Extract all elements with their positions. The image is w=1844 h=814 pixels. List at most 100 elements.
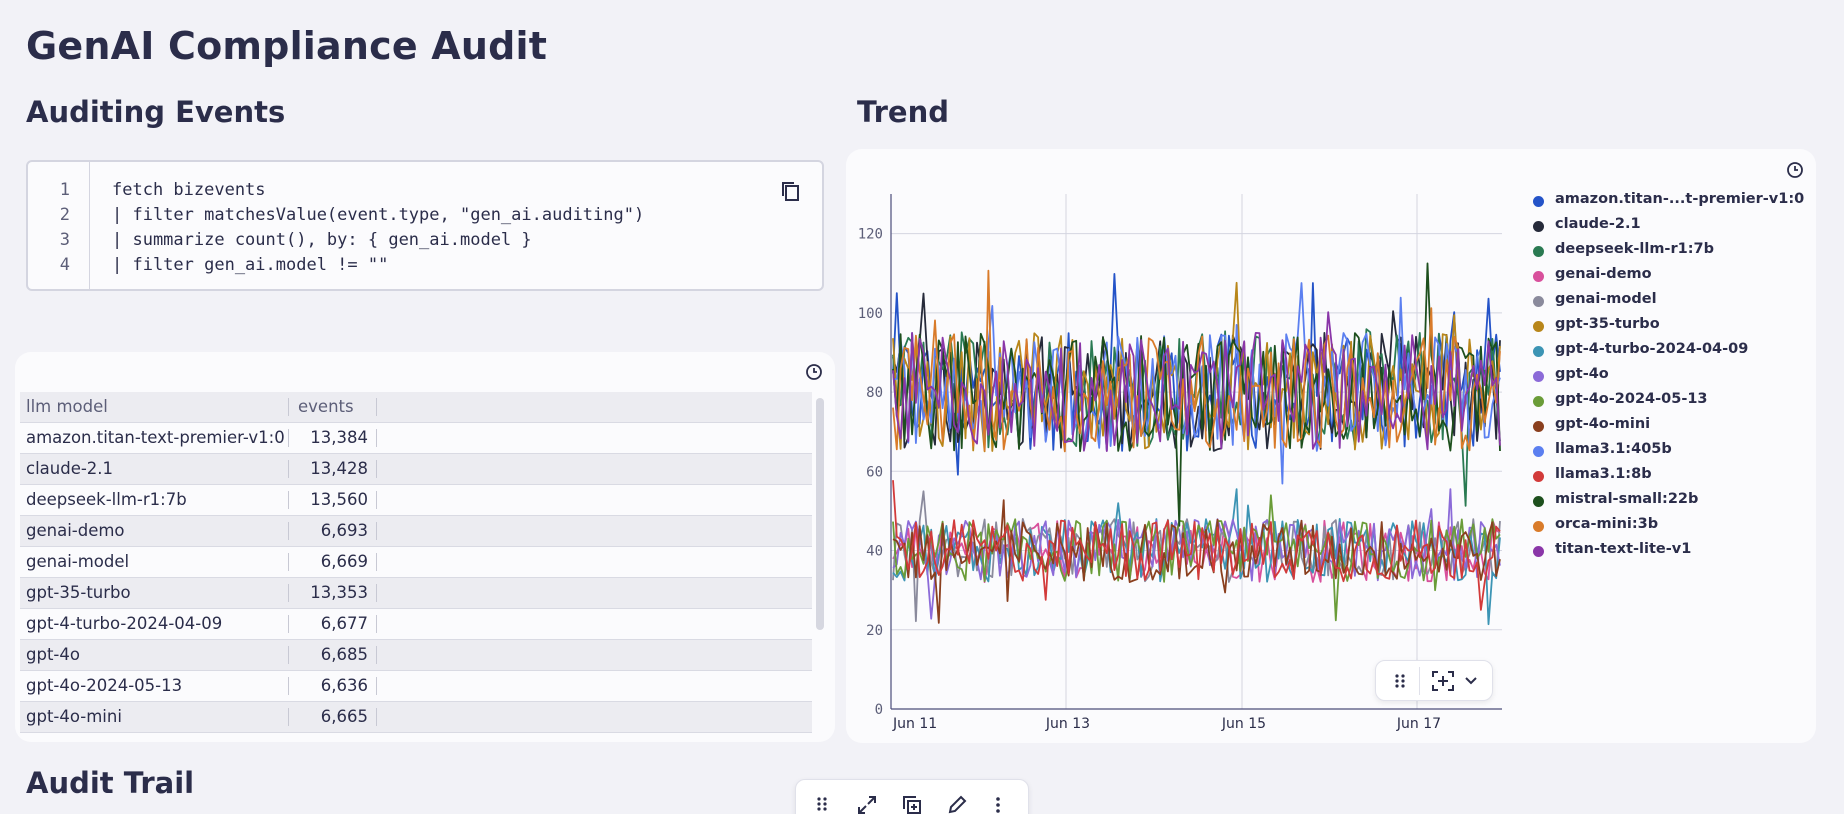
- cell-events: 6,677: [288, 614, 368, 633]
- chevron-down-icon[interactable]: [1464, 675, 1478, 687]
- line-number: 3: [28, 230, 70, 250]
- cell-events: 13,560: [288, 490, 368, 509]
- column-divider: [376, 460, 377, 478]
- legend-label: gpt-4o-2024-05-13: [1555, 391, 1708, 407]
- column-header-events[interactable]: events: [298, 397, 378, 416]
- drag-handle-icon[interactable]: [1391, 672, 1409, 690]
- column-divider: [376, 553, 377, 571]
- toolbar-divider: [1419, 667, 1420, 695]
- legend-swatch: [1533, 396, 1544, 407]
- y-tick-label: 120: [858, 227, 883, 243]
- column-divider[interactable]: [376, 398, 377, 416]
- code-line: fetch bizevents: [112, 180, 266, 200]
- cell-model: gpt-4o: [26, 645, 288, 664]
- column-divider: [376, 584, 377, 602]
- y-tick-label: 40: [866, 544, 883, 560]
- x-tick-label: Jun 17: [1396, 716, 1441, 732]
- cell-model: gpt-4o-2024-05-13: [26, 676, 288, 695]
- legend-swatch: [1533, 371, 1544, 382]
- cell-model: genai-model: [26, 552, 288, 571]
- cell-events: 6,636: [288, 676, 368, 695]
- cell-model: deepseek-llm-r1:7b: [26, 490, 288, 509]
- table-row[interactable]: claude-2.1 13,428: [20, 454, 812, 485]
- legend-swatch: [1533, 521, 1544, 532]
- section-title-audit: Audit Trail: [26, 766, 194, 800]
- cell-events: 13,428: [288, 459, 368, 478]
- legend-swatch: [1533, 246, 1544, 257]
- legend-swatch: [1533, 496, 1544, 507]
- y-tick-label: 60: [866, 464, 883, 480]
- legend-swatch: [1533, 346, 1544, 357]
- cell-events: 6,685: [288, 645, 368, 664]
- legend-swatch: [1533, 221, 1544, 232]
- table-row[interactable]: genai-demo 6,693: [20, 516, 812, 547]
- legend-swatch: [1533, 271, 1544, 282]
- table-row[interactable]: genai-model 6,669: [20, 547, 812, 578]
- x-tick-label: Jun 15: [1221, 716, 1266, 732]
- legend-label: llama3.1:8b: [1555, 466, 1652, 482]
- table-row[interactable]: gpt-35-turbo 13,353: [20, 578, 812, 609]
- section-title-trend: Trend: [857, 95, 949, 129]
- legend-swatch: [1533, 296, 1544, 307]
- table-scrollbar[interactable]: [816, 398, 824, 630]
- cell-events: 13,353: [288, 583, 368, 602]
- x-tick-label: Jun 13: [1045, 716, 1090, 732]
- tile-toolbar: [795, 779, 1029, 814]
- legend-label: llama3.1:405b: [1555, 441, 1672, 457]
- y-tick-label: 100: [858, 306, 883, 322]
- trend-line-chart: 0 20 40 60 80 100 120 Jun 11 Jun 13 Jun 15 Jun 17: [846, 149, 1516, 743]
- legend-swatch: [1533, 546, 1544, 557]
- column-divider[interactable]: [288, 398, 289, 416]
- legend-swatch: [1533, 321, 1544, 332]
- code-line: | filter matchesValue(event.type, "gen_a…: [112, 205, 644, 225]
- legend-label: orca-mini:3b: [1555, 516, 1658, 532]
- line-number: 1: [28, 180, 70, 200]
- zoom-select-icon[interactable]: [1431, 670, 1455, 692]
- expand-icon[interactable]: [857, 795, 877, 814]
- chart-toolbar: [1375, 660, 1493, 701]
- page-title: GenAI Compliance Audit: [26, 24, 547, 68]
- duplicate-icon[interactable]: [902, 795, 922, 814]
- cell-events: 13,384: [288, 428, 368, 447]
- legend-label: gpt-4-turbo-2024-04-09: [1555, 341, 1748, 357]
- legend-label: gpt-4o-mini: [1555, 416, 1650, 432]
- table-row[interactable]: deepseek-llm-r1:7b 13,560: [20, 485, 812, 516]
- table-row[interactable]: gpt-4-turbo-2024-04-09 6,677: [20, 609, 812, 640]
- column-divider: [376, 615, 377, 633]
- edit-pencil-icon[interactable]: [947, 795, 967, 814]
- table-row[interactable]: gpt-4o-mini 6,665: [20, 702, 812, 733]
- legend-label: amazon.titan-...t-premier-v1:0: [1555, 191, 1804, 207]
- x-tick-label: Jun 11: [892, 716, 937, 732]
- column-divider: [376, 491, 377, 509]
- column-divider: [376, 646, 377, 664]
- cell-events: 6,693: [288, 521, 368, 540]
- legend-swatch: [1533, 446, 1544, 457]
- cell-events: 6,669: [288, 552, 368, 571]
- column-divider: [376, 429, 377, 447]
- legend-label: genai-model: [1555, 291, 1657, 307]
- table-row[interactable]: amazon.titan-text-premier-v1:0 13,384: [20, 423, 812, 454]
- section-title-events: Auditing Events: [26, 95, 285, 129]
- legend-label: gpt-4o: [1555, 366, 1609, 382]
- table-row[interactable]: gpt-4o-2024-05-13 6,636: [20, 671, 812, 702]
- column-header-model[interactable]: llm model: [26, 397, 288, 416]
- legend-swatch: [1533, 196, 1544, 207]
- line-number-gutter: 1 2 3 4: [28, 162, 90, 289]
- timeframe-clock-icon[interactable]: [1786, 161, 1804, 179]
- more-options-icon[interactable]: [992, 795, 1004, 814]
- legend-label: genai-demo: [1555, 266, 1652, 282]
- timeframe-clock-icon[interactable]: [805, 363, 823, 381]
- line-number: 4: [28, 255, 70, 275]
- legend-label: deepseek-llm-r1:7b: [1555, 241, 1714, 257]
- copy-icon[interactable]: [780, 180, 802, 202]
- cell-model: gpt-4-turbo-2024-04-09: [26, 614, 288, 633]
- code-line: | filter gen_ai.model != "": [112, 255, 388, 275]
- cell-model: gpt-35-turbo: [26, 583, 288, 602]
- cell-model: claude-2.1: [26, 459, 288, 478]
- drag-handle-icon[interactable]: [813, 795, 831, 813]
- table-row[interactable]: gpt-4o 6,685: [20, 640, 812, 671]
- y-tick-label: 80: [866, 385, 883, 401]
- y-tick-label: 0: [875, 702, 883, 718]
- query-editor[interactable]: 1 2 3 4 fetch bizevents | filter matches…: [26, 160, 824, 291]
- column-divider: [376, 522, 377, 540]
